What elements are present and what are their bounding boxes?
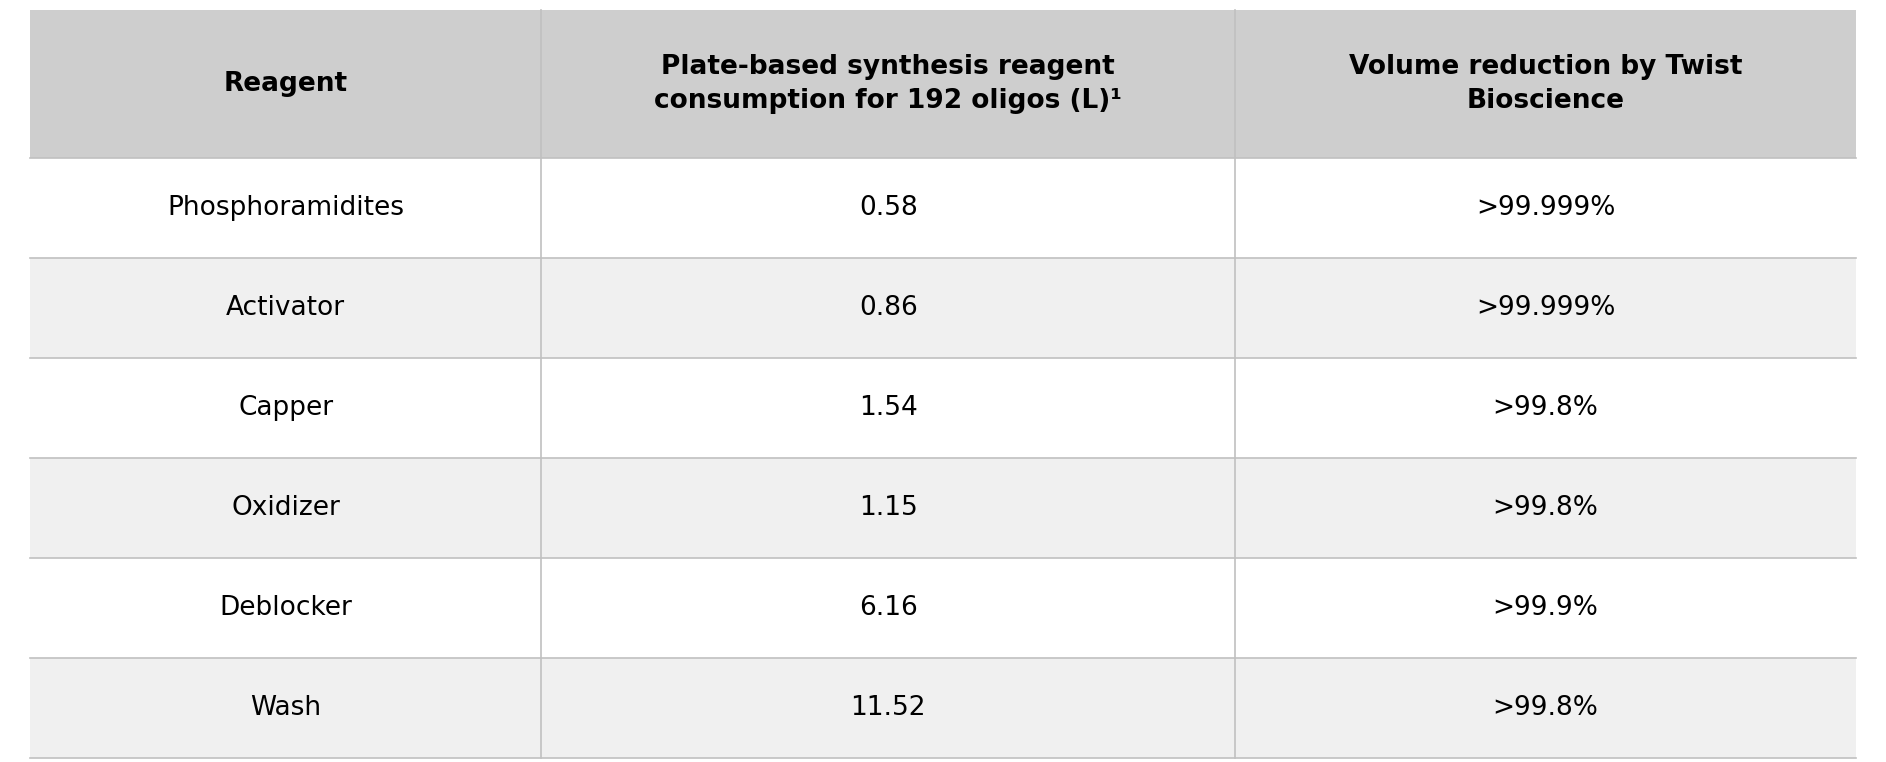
Text: >99.999%: >99.999% bbox=[1477, 295, 1614, 321]
Text: Deblocker: Deblocker bbox=[219, 595, 353, 621]
Bar bbox=[30, 658, 541, 758]
Bar bbox=[541, 658, 1235, 758]
Bar bbox=[541, 258, 1235, 358]
Text: 0.58: 0.58 bbox=[858, 195, 918, 221]
Bar bbox=[1235, 158, 1856, 258]
Bar bbox=[541, 358, 1235, 458]
Text: >99.8%: >99.8% bbox=[1492, 395, 1599, 421]
Text: >99.9%: >99.9% bbox=[1492, 595, 1599, 621]
Text: >99.8%: >99.8% bbox=[1492, 495, 1599, 521]
Text: Wash: Wash bbox=[251, 695, 321, 721]
Bar bbox=[1235, 10, 1856, 158]
Text: Phosphoramidites: Phosphoramidites bbox=[168, 195, 404, 221]
Text: >99.999%: >99.999% bbox=[1477, 195, 1614, 221]
Bar bbox=[30, 558, 541, 658]
Text: 1.15: 1.15 bbox=[858, 495, 918, 521]
Text: 6.16: 6.16 bbox=[858, 595, 918, 621]
Bar bbox=[1235, 358, 1856, 458]
Text: >99.8%: >99.8% bbox=[1492, 695, 1599, 721]
Text: Oxidizer: Oxidizer bbox=[232, 495, 339, 521]
Bar bbox=[541, 458, 1235, 558]
Bar bbox=[541, 158, 1235, 258]
Text: Reagent: Reagent bbox=[224, 71, 347, 97]
Bar bbox=[30, 358, 541, 458]
Text: 11.52: 11.52 bbox=[851, 695, 926, 721]
Bar bbox=[30, 458, 541, 558]
Text: Plate-based synthesis reagent
consumption for 192 oligos (L)¹: Plate-based synthesis reagent consumptio… bbox=[654, 55, 1122, 114]
Bar bbox=[541, 558, 1235, 658]
Bar bbox=[1235, 658, 1856, 758]
Bar bbox=[30, 158, 541, 258]
Text: 1.54: 1.54 bbox=[858, 395, 918, 421]
Text: 0.86: 0.86 bbox=[858, 295, 918, 321]
Bar bbox=[30, 258, 541, 358]
Text: Volume reduction by Twist
Bioscience: Volume reduction by Twist Bioscience bbox=[1348, 55, 1743, 114]
Bar bbox=[1235, 558, 1856, 658]
Text: Capper: Capper bbox=[238, 395, 334, 421]
Text: Activator: Activator bbox=[226, 295, 345, 321]
Bar bbox=[1235, 458, 1856, 558]
Bar bbox=[541, 10, 1235, 158]
Bar bbox=[1235, 258, 1856, 358]
Bar bbox=[30, 10, 541, 158]
